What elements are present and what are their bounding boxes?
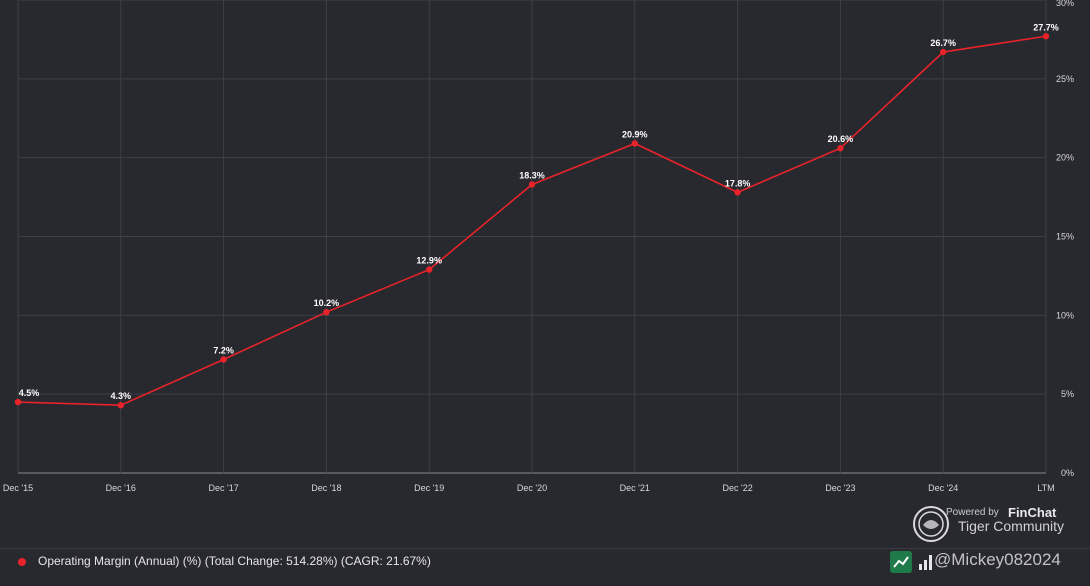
- finchat-brand: FinChat: [1008, 505, 1057, 520]
- x-tick-label: LTM: [1037, 483, 1054, 493]
- signal-bars-icon[interactable]: [918, 553, 934, 571]
- data-point[interactable]: [1042, 33, 1050, 40]
- data-point[interactable]: [734, 189, 741, 196]
- tiger-coin-icon: [913, 506, 949, 542]
- data-label: 4.5%: [19, 388, 40, 398]
- data-label: 4.3%: [111, 391, 132, 401]
- y-tick-label: 10%: [1056, 310, 1074, 320]
- watermark: Powered by FinChat Tiger Community: [912, 505, 1082, 545]
- line-chart-icon[interactable]: [890, 551, 912, 573]
- legend-toolbar: @Mickey082024: [890, 550, 1080, 573]
- data-label: 26.7%: [930, 38, 956, 48]
- y-tick-label: 0%: [1061, 468, 1074, 478]
- data-label: 7.2%: [213, 345, 234, 355]
- data-label: 27.7%: [1033, 22, 1059, 32]
- y-tick-label: 5%: [1061, 389, 1074, 399]
- data-point[interactable]: [528, 181, 536, 188]
- powered-by-text: Powered by: [946, 507, 999, 518]
- data-labels: 4.5% 4.3% 7.2% 10.2% 12.9% 18.3% 20.9% 17.8% 20.…: [19, 22, 1059, 401]
- x-tick-label: Dec '20: [517, 483, 547, 493]
- y-axis-ticks: 0% 5% 10% 15% 20% 25% 30%: [1056, 0, 1074, 478]
- series-operating-margin: [14, 33, 1050, 409]
- legend: Operating Margin (Annual) (%) (Total Cha…: [0, 548, 1090, 577]
- data-point[interactable]: [117, 402, 125, 409]
- data-label: 20.9%: [622, 129, 648, 139]
- data-label: 12.9%: [416, 256, 442, 266]
- data-point[interactable]: [14, 398, 22, 406]
- line-chart: Dec '15 Dec '16 Dec '17 Dec '18 Dec '19 Dec '…: [3, 0, 1074, 493]
- grid: [17, 0, 1047, 474]
- data-point[interactable]: [220, 356, 227, 363]
- x-tick-label: Dec '22: [722, 483, 752, 493]
- x-tick-label: Dec '17: [208, 483, 238, 493]
- x-tick-label: Dec '19: [414, 483, 444, 493]
- data-point[interactable]: [323, 308, 330, 316]
- y-tick-label: 20%: [1056, 153, 1074, 163]
- x-tick-label: Dec '18: [311, 483, 341, 493]
- tiger-community-text: Tiger Community: [958, 518, 1065, 534]
- y-tick-label: 25%: [1056, 74, 1074, 84]
- y-tick-label: 30%: [1056, 0, 1074, 8]
- x-tick-label: Dec '15: [3, 483, 33, 493]
- data-point[interactable]: [837, 145, 844, 152]
- data-point[interactable]: [631, 140, 638, 147]
- user-handle-watermark: @Mickey082024: [934, 550, 1061, 569]
- legend-marker: [18, 558, 26, 566]
- x-axis-ticks: Dec '15 Dec '16 Dec '17 Dec '18 Dec '19 Dec '…: [3, 483, 1055, 493]
- x-tick-label: Dec '16: [106, 483, 136, 493]
- data-label: 18.3%: [519, 170, 545, 180]
- legend-label[interactable]: Operating Margin (Annual) (%) (Total Cha…: [38, 554, 431, 568]
- y-tick-label: 15%: [1056, 232, 1074, 242]
- data-label: 20.6%: [828, 134, 854, 144]
- data-label: 17.8%: [725, 178, 751, 188]
- x-tick-label: Dec '23: [825, 483, 855, 493]
- data-label: 10.2%: [314, 298, 340, 308]
- x-tick-label: Dec '24: [928, 483, 958, 493]
- x-tick-label: Dec '21: [620, 483, 650, 493]
- data-point[interactable]: [940, 48, 947, 56]
- data-point[interactable]: [426, 266, 433, 273]
